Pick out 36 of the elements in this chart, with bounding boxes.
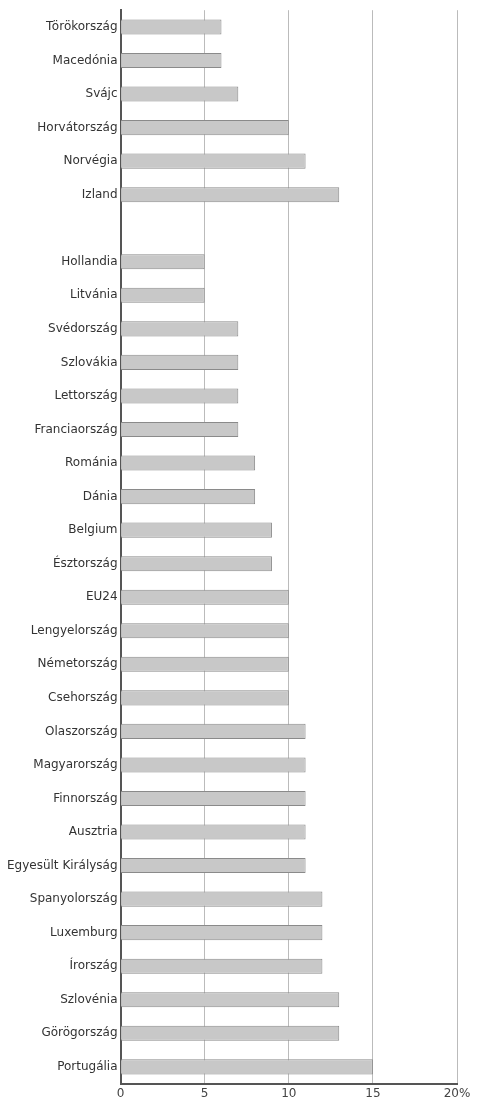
x-tick-label: 20% [443, 1085, 471, 1100]
y-tick-label: EU24 [85, 589, 118, 604]
y-tick-label: Németország [37, 656, 118, 671]
y-tick-label: Macedónia [52, 52, 118, 67]
y-tick-label: Észtország [52, 554, 118, 570]
y-tick-label: Ausztria [68, 824, 118, 839]
y-tick-label: Luxemburg [50, 924, 118, 939]
y-tick-label: Magyarország [33, 757, 118, 772]
y-tick-label: Spanyolország [29, 891, 118, 906]
y-tick-label: Törökország [45, 19, 118, 34]
y-tick-label: Románia [65, 455, 118, 470]
y-tick-label: Írország [69, 957, 118, 973]
y-tick-label: Hollandia [61, 253, 118, 268]
x-tick-label: 10 [281, 1085, 297, 1100]
y-tick-label: Litvánia [70, 287, 118, 302]
y-tick-label: Franciaország [34, 421, 118, 436]
y-tick-label: Izland [81, 186, 118, 201]
y-tick-label: Belgium [68, 522, 118, 537]
y-tick-label: Lengyelország [30, 622, 118, 637]
y-tick-label: Portugália [57, 1058, 118, 1073]
y-tick-label: Horvátország [37, 119, 118, 134]
x-tick-label: 0 [116, 1085, 125, 1100]
x-tick-label: 5 [200, 1085, 209, 1100]
y-tick-label: Lettország [54, 388, 118, 403]
y-tick-label: Olaszország [45, 723, 118, 738]
y-tick-label: Szlovákia [60, 354, 118, 369]
x-tick-label: 15 [365, 1085, 381, 1100]
y-tick-label: Norvégia [63, 153, 118, 168]
y-tick-label: Egyesült Királyság [7, 857, 118, 872]
y-tick-label: Svájc [85, 86, 118, 101]
y-tick-label: Csehország [48, 689, 118, 704]
y-tick-label: Görögország [41, 1025, 118, 1040]
y-tick-label: Szlovénia [60, 991, 118, 1006]
y-tick-label: Dánia [82, 488, 118, 503]
y-tick-label: Svédország [48, 320, 118, 335]
y-tick-label: Finnország [53, 790, 118, 805]
